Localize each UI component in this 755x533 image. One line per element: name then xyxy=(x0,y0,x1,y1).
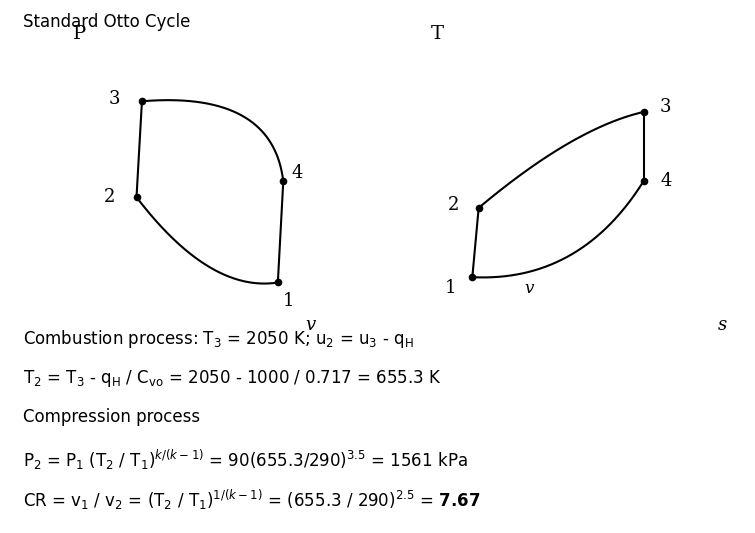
Text: v: v xyxy=(525,280,534,297)
Text: 2: 2 xyxy=(103,188,115,206)
Text: P$_2$ = P$_1$ (T$_2$ / T$_1$)$^{k/(k-1)}$ = 90(655.3/290)$^{3.5}$ = 1561 kPa: P$_2$ = P$_1$ (T$_2$ / T$_1$)$^{k/(k-1)}… xyxy=(23,448,467,472)
Text: 3: 3 xyxy=(660,98,671,116)
Text: 4: 4 xyxy=(291,164,303,182)
Text: T: T xyxy=(431,25,444,43)
Text: 1: 1 xyxy=(445,279,456,297)
Text: 4: 4 xyxy=(660,172,671,190)
Text: Combustion process: T$_3$ = 2050 K; u$_2$ = u$_3$ - q$_\mathrm{H}$: Combustion process: T$_3$ = 2050 K; u$_2… xyxy=(23,328,414,350)
Text: v: v xyxy=(305,317,316,335)
Text: 1: 1 xyxy=(283,292,294,310)
Text: s: s xyxy=(718,317,728,335)
Text: CR = v$_1$ / v$_2$ = (T$_2$ / T$_1$)$^{1/(k-1)}$ = (655.3 / 290)$^{2.5}$ = $\mat: CR = v$_1$ / v$_2$ = (T$_2$ / T$_1$)$^{1… xyxy=(23,488,480,512)
Text: T$_2$ = T$_3$ - q$_\mathrm{H}$ / C$_{\mathrm{vo}}$ = 2050 - 1000 / 0.717 = 655.3: T$_2$ = T$_3$ - q$_\mathrm{H}$ / C$_{\ma… xyxy=(23,368,442,389)
Text: P: P xyxy=(72,25,86,43)
Text: 2: 2 xyxy=(448,196,459,214)
Text: 3: 3 xyxy=(109,90,121,108)
Text: Compression process: Compression process xyxy=(23,408,200,426)
Text: Standard Otto Cycle: Standard Otto Cycle xyxy=(23,13,190,31)
